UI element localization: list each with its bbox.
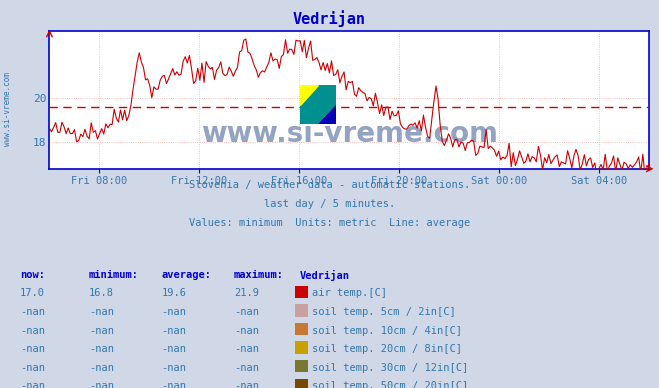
Text: Vedrijan: Vedrijan — [300, 270, 350, 281]
Text: www.si-vreme.com: www.si-vreme.com — [3, 72, 13, 146]
Text: soil temp. 10cm / 4in[C]: soil temp. 10cm / 4in[C] — [312, 326, 462, 336]
Polygon shape — [300, 85, 336, 105]
Text: -nan: -nan — [20, 344, 45, 354]
Text: average:: average: — [161, 270, 212, 280]
Polygon shape — [318, 105, 336, 124]
Text: -nan: -nan — [161, 307, 186, 317]
Text: -nan: -nan — [161, 381, 186, 388]
Text: minimum:: minimum: — [89, 270, 139, 280]
Text: -nan: -nan — [89, 344, 114, 354]
Text: -nan: -nan — [161, 344, 186, 354]
Text: maximum:: maximum: — [234, 270, 284, 280]
Text: -nan: -nan — [234, 363, 259, 373]
Polygon shape — [300, 105, 336, 124]
Text: -nan: -nan — [234, 326, 259, 336]
Text: 17.0: 17.0 — [20, 288, 45, 298]
Polygon shape — [318, 85, 336, 105]
Text: -nan: -nan — [20, 381, 45, 388]
Text: -nan: -nan — [89, 381, 114, 388]
Text: -nan: -nan — [89, 326, 114, 336]
Text: soil temp. 30cm / 12in[C]: soil temp. 30cm / 12in[C] — [312, 363, 468, 373]
Text: Vedrijan: Vedrijan — [293, 10, 366, 26]
Text: soil temp. 20cm / 8in[C]: soil temp. 20cm / 8in[C] — [312, 344, 462, 354]
Polygon shape — [300, 105, 318, 124]
Text: -nan: -nan — [20, 363, 45, 373]
Polygon shape — [300, 85, 336, 124]
Text: Values: minimum  Units: metric  Line: average: Values: minimum Units: metric Line: aver… — [189, 218, 470, 228]
Text: -nan: -nan — [20, 326, 45, 336]
Text: -nan: -nan — [89, 307, 114, 317]
Text: -nan: -nan — [89, 363, 114, 373]
Text: air temp.[C]: air temp.[C] — [312, 288, 387, 298]
Text: 19.6: 19.6 — [161, 288, 186, 298]
Text: 21.9: 21.9 — [234, 288, 259, 298]
Text: soil temp. 5cm / 2in[C]: soil temp. 5cm / 2in[C] — [312, 307, 455, 317]
Polygon shape — [300, 85, 318, 105]
Text: last day / 5 minutes.: last day / 5 minutes. — [264, 199, 395, 209]
Text: www.si-vreme.com: www.si-vreme.com — [201, 120, 498, 148]
Text: -nan: -nan — [20, 307, 45, 317]
Text: Slovenia / weather data - automatic stations.: Slovenia / weather data - automatic stat… — [189, 180, 470, 191]
Text: -nan: -nan — [234, 381, 259, 388]
Text: -nan: -nan — [161, 363, 186, 373]
Text: 16.8: 16.8 — [89, 288, 114, 298]
Text: -nan: -nan — [234, 344, 259, 354]
Text: soil temp. 50cm / 20in[C]: soil temp. 50cm / 20in[C] — [312, 381, 468, 388]
Text: -nan: -nan — [234, 307, 259, 317]
Text: -nan: -nan — [161, 326, 186, 336]
Text: now:: now: — [20, 270, 45, 280]
